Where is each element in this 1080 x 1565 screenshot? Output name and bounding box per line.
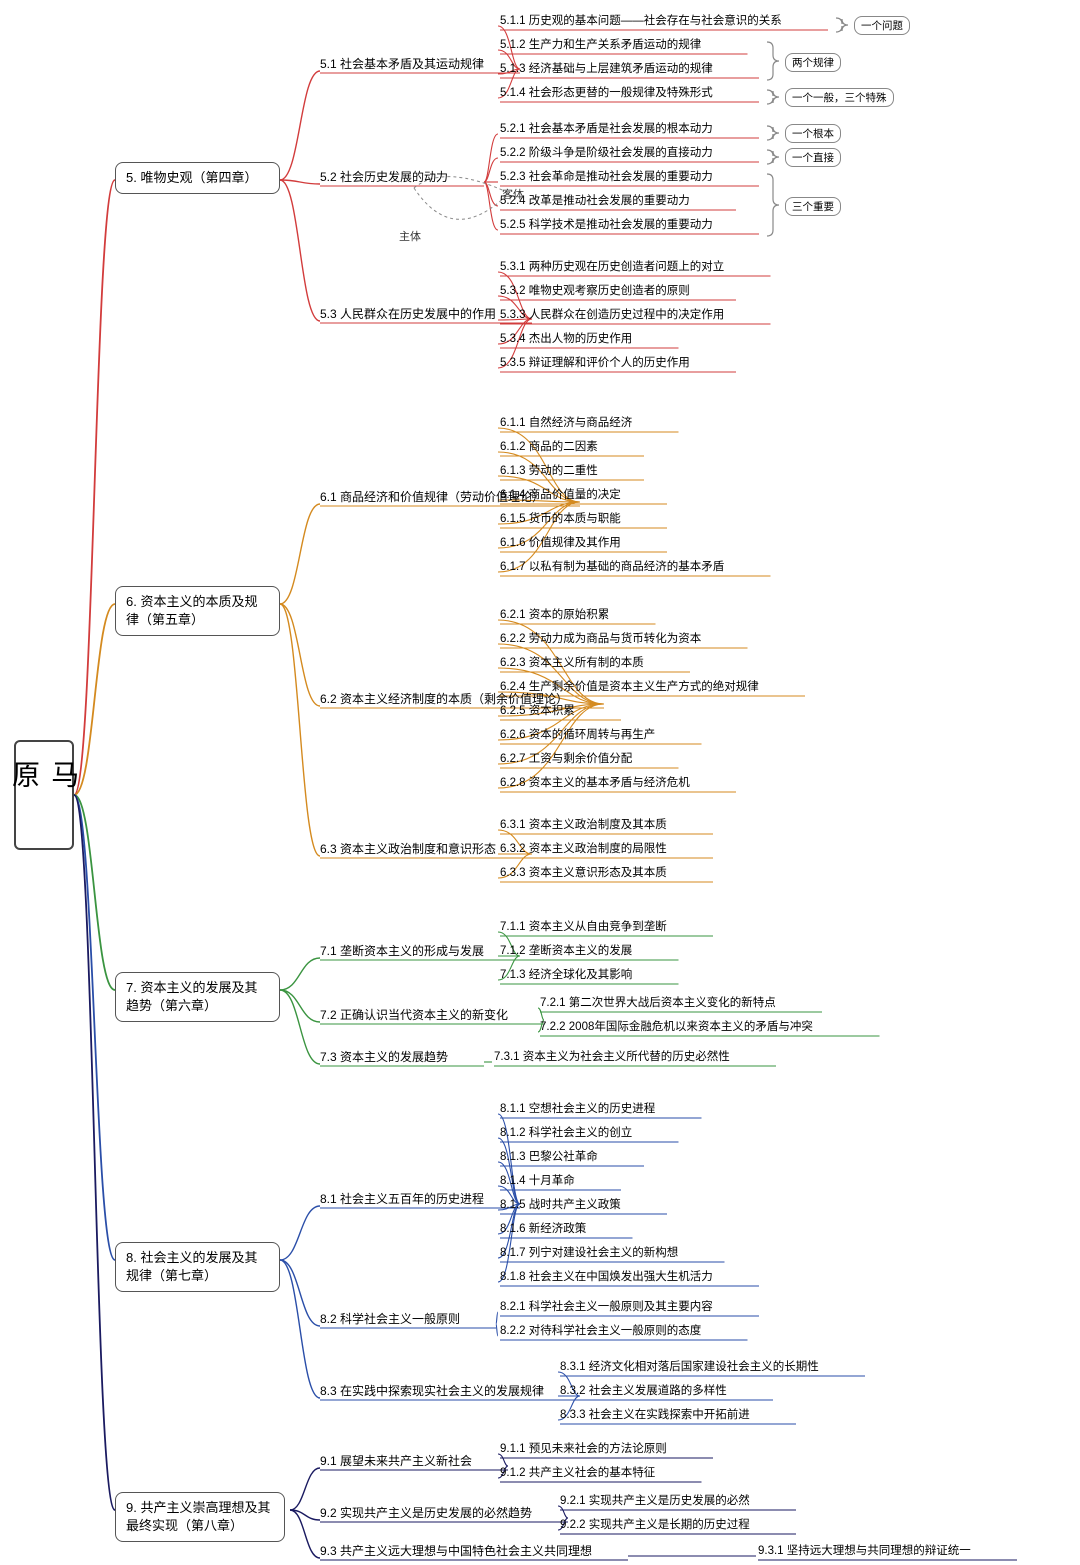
- sub-s53: 5.3 人民群众在历史发展中的作用: [320, 307, 496, 324]
- leaf: 5.3.3 人民群众在创造历史过程中的决定作用: [500, 309, 724, 324]
- sub-s63: 6.3 资本主义政治制度和意识形态: [320, 842, 496, 859]
- leaf: 6.2.1 资本的原始积累: [500, 609, 609, 624]
- tag: 一个问题: [854, 16, 910, 35]
- leaf: 6.1.5 货币的本质与职能: [500, 513, 621, 528]
- leaf: 9.2.2 实现共产主义是长期的历史过程: [560, 1519, 750, 1534]
- leaf: 5.1.2 生产力和生产关系矛盾运动的规律: [500, 39, 701, 54]
- leaf: 5.3.4 杰出人物的历史作用: [500, 333, 632, 348]
- root-node: 马 原: [14, 740, 74, 850]
- leaf: 7.3.1 资本主义为社会主义所代替的历史必然性: [494, 1051, 730, 1066]
- sub-s52: 5.2 社会历史发展的动力: [320, 170, 448, 187]
- leaf: 7.1.1 资本主义从自由竞争到垄断: [500, 921, 667, 936]
- leaf: 6.2.4 生产剩余价值是资本主义生产方式的绝对规律: [500, 681, 759, 696]
- leaf: 6.1.3 劳动的二重性: [500, 465, 598, 480]
- anno-right: 客体: [502, 186, 524, 202]
- chapter-ch8: 8. 社会主义的发展及其规律（第七章）: [115, 1242, 280, 1292]
- leaf: 5.2.5 科学技术是推动社会发展的重要动力: [500, 219, 713, 234]
- leaf: 9.1.1 预见未来社会的方法论原则: [500, 1443, 667, 1458]
- leaf: 8.1.6 新经济政策: [500, 1223, 586, 1238]
- leaf: 6.2.3 资本主义所有制的本质: [500, 657, 644, 672]
- sub-s72: 7.2 正确认识当代资本主义的新变化: [320, 1008, 508, 1025]
- sub-s92: 9.2 实现共产主义是历史发展的必然趋势: [320, 1506, 532, 1523]
- leaf: 7.2.2 2008年国际金融危机以来资本主义的矛盾与冲突: [540, 1021, 813, 1036]
- leaf: 8.1.1 空想社会主义的历史进程: [500, 1103, 655, 1118]
- leaf: 5.3.5 辩证理解和评价个人的历史作用: [500, 357, 690, 372]
- leaf: 5.3.2 唯物史观考察历史创造者的原则: [500, 285, 690, 300]
- leaf: 8.1.4 十月革命: [500, 1175, 575, 1190]
- chapter-ch7: 7. 资本主义的发展及其趋势（第六章）: [115, 972, 280, 1022]
- leaf: 5.3.1 两种历史观在历史创造者问题上的对立: [500, 261, 724, 276]
- leaf: 8.1.5 战时共产主义政策: [500, 1199, 621, 1214]
- chapter-ch6: 6. 资本主义的本质及规律（第五章）: [115, 586, 280, 636]
- leaf: 6.2.2 劳动力成为商品与货币转化为资本: [500, 633, 701, 648]
- leaf: 7.2.1 第二次世界大战后资本主义变化的新特点: [540, 997, 776, 1012]
- leaf: 6.2.7 工资与剩余价值分配: [500, 753, 632, 768]
- leaf: 5.2.2 阶级斗争是阶级社会发展的直接动力: [500, 147, 713, 162]
- tag: 一个一般，三个特殊: [785, 88, 894, 107]
- leaf: 6.2.8 资本主义的基本矛盾与经济危机: [500, 777, 690, 792]
- leaf: 8.3.3 社会主义在实践探索中开拓前进: [560, 1409, 750, 1424]
- leaf: 5.2.1 社会基本矛盾是社会发展的根本动力: [500, 123, 713, 138]
- tag: 一个直接: [785, 148, 841, 167]
- leaf: 6.1.6 价值规律及其作用: [500, 537, 621, 552]
- anno-left: 主体: [399, 228, 421, 244]
- sub-s71: 7.1 垄断资本主义的形成与发展: [320, 944, 484, 961]
- leaf: 8.1.3 巴黎公社革命: [500, 1151, 598, 1166]
- leaf: 6.1.7 以私有制为基础的商品经济的基本矛盾: [500, 561, 724, 576]
- leaf: 9.2.1 实现共产主义是历史发展的必然: [560, 1495, 750, 1510]
- leaf: 7.1.3 经济全球化及其影响: [500, 969, 632, 984]
- leaf: 5.1.4 社会形态更替的一般规律及特殊形式: [500, 87, 713, 102]
- leaf: 5.1.1 历史观的基本问题——社会存在与社会意识的关系: [500, 15, 782, 30]
- sub-s51: 5.1 社会基本矛盾及其运动规律: [320, 57, 484, 74]
- tag: 两个规律: [785, 53, 841, 72]
- tag: 一个根本: [785, 124, 841, 143]
- leaf: 6.1.4 商品价值量的决定: [500, 489, 621, 504]
- sub-s81: 8.1 社会主义五百年的历史进程: [320, 1192, 484, 1209]
- leaf: 9.1.2 共产主义社会的基本特征: [500, 1467, 655, 1482]
- leaf: 5.2.3 社会革命是推动社会发展的重要动力: [500, 171, 713, 186]
- leaf: 8.3.2 社会主义发展道路的多样性: [560, 1385, 727, 1400]
- leaf: 9.3.1 坚持远大理想与共同理想的辩证统一: [758, 1545, 971, 1560]
- leaf: 6.2.6 资本的循环周转与再生产: [500, 729, 655, 744]
- chapter-ch9: 9. 共产主义崇高理想及其最终实现（第八章）: [115, 1492, 285, 1542]
- sub-s83: 8.3 在实践中探索现实社会主义的发展规律: [320, 1384, 544, 1401]
- leaf: 8.2.2 对待科学社会主义一般原则的态度: [500, 1325, 701, 1340]
- sub-s73: 7.3 资本主义的发展趋势: [320, 1050, 448, 1067]
- chapter-ch5: 5. 唯物史观（第四章）: [115, 162, 280, 194]
- sub-s93: 9.3 共产主义远大理想与中国特色社会主义共同理想: [320, 1544, 592, 1561]
- leaf: 8.1.7 列宁对建设社会主义的新构想: [500, 1247, 678, 1262]
- leaf: 8.3.1 经济文化相对落后国家建设社会主义的长期性: [560, 1361, 819, 1376]
- sub-s82: 8.2 科学社会主义一般原则: [320, 1312, 460, 1329]
- sub-s91: 9.1 展望未来共产主义新社会: [320, 1454, 472, 1471]
- leaf: 5.1.3 经济基础与上层建筑矛盾运动的规律: [500, 63, 713, 78]
- leaf: 6.3.1 资本主义政治制度及其本质: [500, 819, 667, 834]
- leaf: 6.3.2 资本主义政治制度的局限性: [500, 843, 667, 858]
- leaf: 8.1.8 社会主义在中国焕发出强大生机活力: [500, 1271, 713, 1286]
- leaf: 6.1.2 商品的二因素: [500, 441, 598, 456]
- leaf: 7.1.2 垄断资本主义的发展: [500, 945, 632, 960]
- leaf: 6.1.1 自然经济与商品经济: [500, 417, 632, 432]
- leaf: 5.2.4 改革是推动社会发展的重要动力: [500, 195, 690, 210]
- leaf: 6.3.3 资本主义意识形态及其本质: [500, 867, 667, 882]
- leaf: 8.2.1 科学社会主义一般原则及其主要内容: [500, 1301, 713, 1316]
- tag: 三个重要: [785, 197, 841, 216]
- leaf: 6.2.5 资本积累: [500, 705, 575, 720]
- leaf: 8.1.2 科学社会主义的创立: [500, 1127, 632, 1142]
